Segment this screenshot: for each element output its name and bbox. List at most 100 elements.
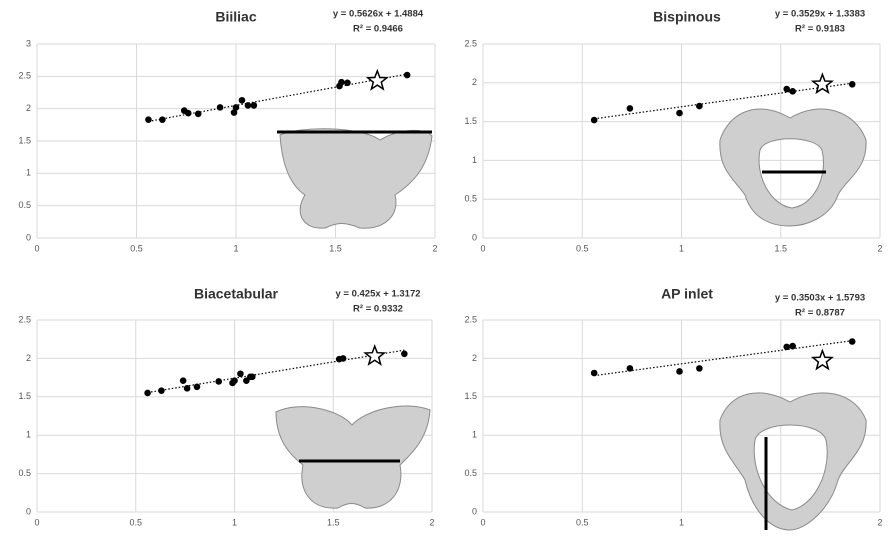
data-point	[239, 97, 246, 104]
y-tick-label: 2.5	[18, 314, 31, 324]
x-tick-label: 0	[34, 517, 39, 527]
x-tick-label: 0.5	[576, 243, 589, 253]
y-tick-label: 1	[26, 168, 31, 178]
y-tick-label: 0	[26, 232, 31, 242]
data-point	[145, 116, 152, 123]
y-tick-label: 0	[472, 506, 477, 516]
y-tick-label: 2	[472, 77, 477, 87]
equation: y = 0.425x + 1.3172	[335, 289, 420, 300]
figure: 0 0.5 1 1.5 2 2.5 3 0 0.5 1 1.5 2 Biiliac y = 0.5626x…	[0, 0, 891, 538]
r-squared: R² = 0.9332	[353, 304, 403, 315]
data-point	[676, 110, 683, 117]
data-point	[404, 72, 411, 79]
x-tick-label: 2	[429, 517, 434, 527]
y-tick-label: 2.5	[464, 38, 477, 48]
star-point	[365, 346, 384, 364]
y-tick-label: 0.5	[464, 468, 477, 478]
data-point	[195, 111, 202, 118]
data-point	[696, 365, 703, 372]
chart-title: AP inlet	[661, 286, 713, 302]
data-point	[340, 355, 347, 362]
r-squared: R² = 0.8787	[795, 308, 845, 319]
chart-title: Bispinous	[653, 9, 721, 25]
data-point	[789, 88, 796, 95]
y-tick-label: 2.5	[18, 71, 31, 81]
y-tick-label: 1	[472, 430, 477, 440]
x-tick-label: 1.5	[774, 243, 787, 253]
equation: y = 0.5626x + 1.4884	[333, 9, 424, 20]
x-tick-label: 2	[877, 517, 882, 527]
star-point	[813, 74, 832, 92]
equation: y = 0.3529x + 1.3383	[775, 9, 865, 20]
y-tick-label: 1.5	[18, 135, 31, 145]
x-tick-label: 1	[679, 517, 684, 527]
data-point	[159, 116, 166, 123]
y-tick-label: 0.5	[464, 194, 477, 204]
y-tick-label: 0.5	[18, 468, 31, 478]
y-tick-label: 1.5	[18, 391, 31, 401]
data-point	[251, 102, 258, 109]
data-point	[783, 344, 790, 351]
data-point	[194, 384, 201, 391]
x-tick-label: 2	[432, 243, 437, 253]
star-point	[813, 351, 832, 369]
data-point	[696, 103, 703, 110]
x-tick-label: 0	[34, 243, 39, 253]
data-point	[231, 377, 238, 384]
data-point	[783, 86, 790, 93]
data-point	[849, 81, 856, 88]
pelvis-illustration	[720, 109, 866, 226]
data-point	[184, 385, 191, 392]
y-tick-label: 3	[26, 38, 31, 48]
chart-title: Biiliac	[215, 9, 256, 25]
x-tick-label: 1	[232, 517, 237, 527]
y-tick-label: 1	[26, 430, 31, 440]
x-tick-label: 0.5	[576, 517, 589, 527]
data-point	[627, 105, 634, 112]
star-point	[368, 71, 387, 89]
y-tick-label: 2	[26, 353, 31, 363]
equation: y = 0.3503x + 1.5793	[775, 293, 865, 304]
r-squared: R² = 0.9466	[353, 24, 403, 35]
x-tick-label: 1.5	[329, 243, 342, 253]
x-tick-label: 1	[233, 243, 238, 253]
data-point	[158, 387, 165, 394]
data-point	[237, 370, 244, 377]
y-tick-label: 2	[26, 103, 31, 113]
pelvis-illustration	[277, 129, 432, 228]
data-point	[245, 102, 252, 109]
data-point	[217, 104, 224, 111]
y-tick-label: 2.5	[464, 314, 477, 324]
y-tick-label: 0	[472, 232, 477, 242]
x-tick-label: 2	[877, 243, 882, 253]
chart-title: Biacetabular	[194, 286, 279, 302]
pelvis-illustration	[720, 393, 866, 530]
data-point	[144, 390, 151, 397]
data-point	[591, 370, 598, 377]
y-tick-label: 1.5	[464, 116, 477, 126]
data-point	[401, 350, 408, 357]
x-tick-label: 0	[480, 243, 485, 253]
y-tick-label: 1	[472, 155, 477, 165]
x-tick-label: 0.5	[130, 243, 143, 253]
data-point	[676, 368, 683, 375]
pelvis-illustration	[276, 406, 430, 508]
data-point	[233, 104, 240, 111]
data-point	[591, 117, 598, 124]
data-point	[249, 374, 256, 381]
x-tick-label: 0.5	[129, 517, 142, 527]
data-point	[338, 79, 345, 86]
data-point	[627, 365, 634, 372]
x-tick-label: 1	[679, 243, 684, 253]
x-tick-label: 0	[480, 517, 485, 527]
y-tick-label: 2	[472, 353, 477, 363]
r-squared: R² = 0.9183	[795, 24, 845, 35]
y-tick-label: 0	[26, 506, 31, 516]
data-point	[789, 343, 796, 350]
x-tick-label: 1.5	[327, 517, 340, 527]
data-point	[849, 338, 856, 345]
y-tick-label: 1.5	[464, 391, 477, 401]
y-tick-label: 0.5	[18, 200, 31, 210]
data-point	[185, 110, 192, 117]
data-point	[215, 378, 222, 385]
